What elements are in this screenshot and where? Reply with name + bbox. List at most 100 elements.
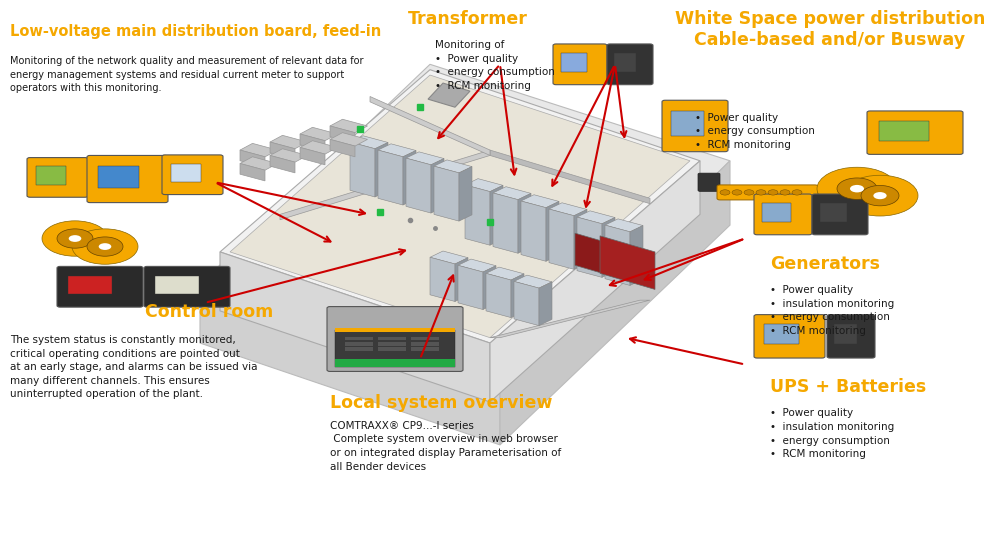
Polygon shape [575,233,630,281]
Polygon shape [300,147,325,165]
Polygon shape [490,300,650,338]
Text: UPS + Batteries: UPS + Batteries [770,378,926,396]
Polygon shape [455,258,468,301]
Circle shape [792,190,802,195]
Polygon shape [458,265,483,310]
FancyBboxPatch shape [561,53,587,72]
FancyBboxPatch shape [345,347,373,351]
Polygon shape [493,187,531,199]
FancyBboxPatch shape [812,194,868,235]
FancyBboxPatch shape [717,185,818,200]
FancyBboxPatch shape [867,111,963,154]
FancyBboxPatch shape [335,328,455,332]
Polygon shape [330,126,355,143]
FancyBboxPatch shape [170,164,201,182]
Polygon shape [240,157,278,170]
FancyBboxPatch shape [36,167,66,185]
Polygon shape [459,167,472,221]
Circle shape [744,190,754,195]
Polygon shape [483,266,496,310]
Polygon shape [403,151,416,205]
Polygon shape [330,139,355,157]
Polygon shape [270,136,308,149]
Polygon shape [514,281,539,326]
Polygon shape [330,120,368,132]
FancyBboxPatch shape [762,203,791,222]
Polygon shape [350,142,375,197]
Polygon shape [240,144,278,157]
FancyBboxPatch shape [378,337,406,340]
Polygon shape [240,150,265,167]
Text: Monitoring of
•  Power quality
•  energy consumption
•  RCM monitoring: Monitoring of • Power quality • energy c… [435,40,555,91]
FancyBboxPatch shape [834,324,857,344]
Polygon shape [605,219,643,232]
Polygon shape [430,257,455,301]
Polygon shape [430,251,468,264]
Circle shape [861,185,899,206]
Polygon shape [378,144,416,157]
Text: Local system overview: Local system overview [330,394,552,412]
Circle shape [837,178,877,199]
Polygon shape [511,274,524,317]
FancyBboxPatch shape [671,111,704,136]
Polygon shape [270,155,295,173]
FancyBboxPatch shape [27,158,88,197]
Polygon shape [370,96,490,155]
FancyBboxPatch shape [754,194,812,235]
Circle shape [720,190,730,195]
FancyBboxPatch shape [698,173,720,191]
Polygon shape [220,252,490,402]
FancyBboxPatch shape [335,359,455,367]
Polygon shape [600,236,655,289]
Polygon shape [378,150,403,205]
FancyBboxPatch shape [68,276,112,294]
Polygon shape [465,178,503,191]
Polygon shape [280,150,490,220]
Polygon shape [574,210,587,269]
Circle shape [99,243,111,250]
FancyBboxPatch shape [553,44,607,85]
Polygon shape [630,226,643,285]
FancyBboxPatch shape [155,276,199,294]
FancyBboxPatch shape [335,330,455,367]
Text: •  Power quality
•  insulation monitoring
•  energy consumption
•  RCM monitorin: • Power quality • insulation monitoring … [770,408,894,459]
Polygon shape [577,217,602,278]
FancyBboxPatch shape [827,315,875,358]
Polygon shape [602,218,615,278]
Polygon shape [300,134,325,151]
Polygon shape [546,202,559,261]
FancyBboxPatch shape [607,44,653,85]
Polygon shape [521,195,559,207]
Circle shape [768,190,778,195]
Polygon shape [518,193,531,253]
Polygon shape [434,160,472,173]
Polygon shape [406,152,444,165]
Polygon shape [434,166,459,221]
FancyBboxPatch shape [820,203,847,222]
Polygon shape [300,141,338,154]
Text: •  Power quality
•  insulation monitoring
•  energy consumption
•  RCM monitorin: • Power quality • insulation monitoring … [770,285,894,336]
FancyBboxPatch shape [98,166,139,188]
Circle shape [57,229,93,248]
FancyBboxPatch shape [411,337,439,340]
FancyBboxPatch shape [162,155,223,195]
Polygon shape [539,282,552,326]
Polygon shape [605,225,630,285]
Polygon shape [521,201,546,261]
FancyBboxPatch shape [144,266,230,307]
Text: Control room: Control room [145,303,273,321]
FancyBboxPatch shape [411,347,439,351]
FancyBboxPatch shape [754,315,825,358]
Polygon shape [330,133,368,146]
Circle shape [42,221,108,256]
Circle shape [756,190,766,195]
Text: Generators: Generators [770,255,880,273]
Circle shape [873,192,887,199]
FancyBboxPatch shape [57,266,143,307]
Polygon shape [428,83,470,107]
FancyBboxPatch shape [411,342,439,346]
Polygon shape [490,161,700,402]
Circle shape [842,175,918,216]
Polygon shape [200,64,730,386]
FancyBboxPatch shape [378,347,406,351]
